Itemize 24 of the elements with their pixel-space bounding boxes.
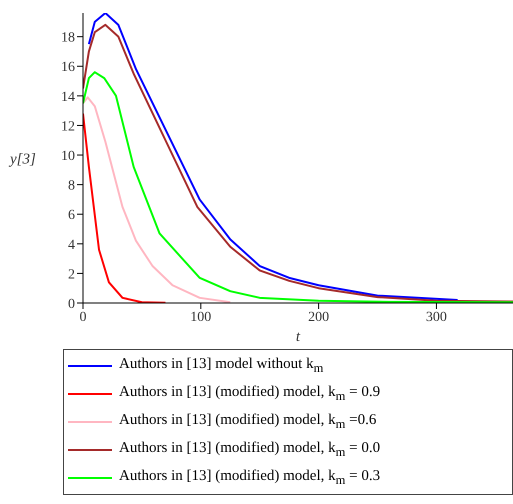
y-tick-label: 0: [68, 296, 75, 312]
legend-label: Authors in [13] (modified) model, k$_{m}$ = 0.0: [119, 440, 380, 460]
x-tick-label: 0: [80, 310, 86, 325]
x-tick-label: 100: [190, 310, 212, 325]
y-tick-label: 16: [61, 60, 75, 76]
y-tick-label: 6: [68, 208, 75, 224]
y-tick-label: 14: [61, 90, 75, 105]
legend-label: Authors in [13] (modified) model, k$_{m}$ =0.6: [119, 412, 376, 432]
line-series: [88, 13, 459, 302]
y-tick-label: 8: [68, 178, 75, 194]
x-tick-label: 300: [426, 310, 447, 325]
line-series: [83, 96, 232, 303]
legend-label: Authors in [13] model without k$_{m}$: [119, 356, 324, 376]
x-axis-title: t: [296, 329, 301, 345]
y-tick-label: 4: [68, 238, 75, 253]
y-tick-label: 12: [61, 119, 75, 134]
legend-label: Authors in [13] (modified) model, k$_{m}$ = 0.3: [119, 468, 380, 488]
line-series: [83, 112, 166, 303]
y-tick-label: 10: [61, 149, 75, 164]
y-tick-label: 18: [61, 30, 75, 46]
y-tick-label: 2: [68, 267, 75, 282]
legend-label: Authors in [13] (modified) model, k$_{m}$ = 0.9: [119, 384, 380, 404]
x-tick-label: 200: [308, 310, 330, 325]
y-axis-title: y[3]: [8, 151, 36, 168]
